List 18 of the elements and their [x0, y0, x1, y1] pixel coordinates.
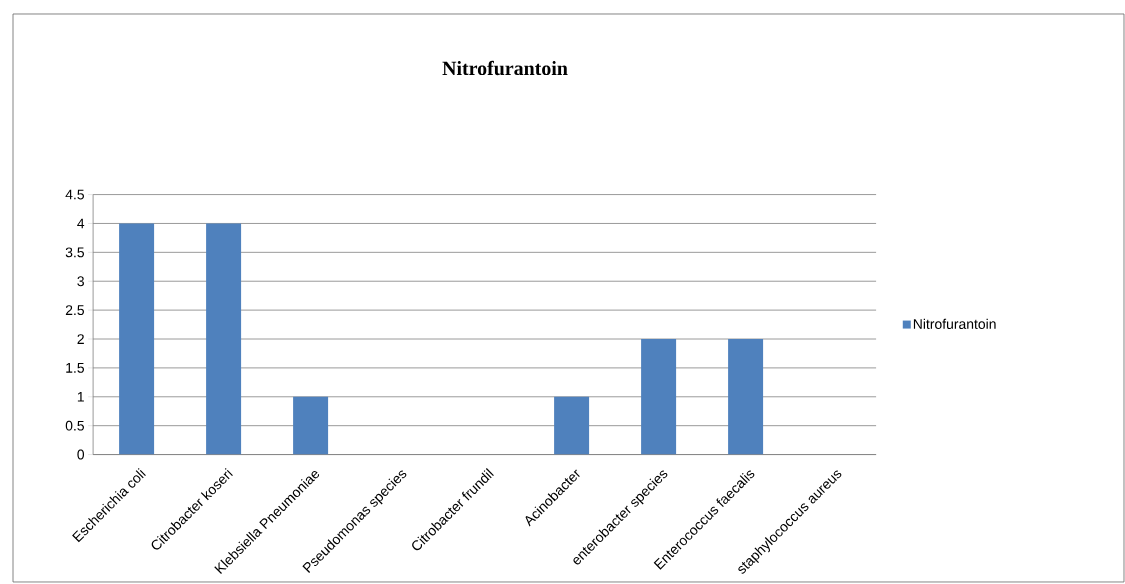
bar: [293, 396, 329, 455]
y-tick-label: 2.5: [65, 305, 84, 316]
y-tick-label: 4.5: [65, 189, 84, 200]
bar: [641, 339, 677, 455]
y-tick-label: 3: [77, 276, 84, 287]
y-tick-label: 1: [77, 391, 84, 402]
bar: [206, 223, 242, 455]
bar: [119, 223, 155, 455]
bar: [728, 339, 764, 455]
y-tick-label: 3.5: [65, 247, 84, 258]
y-tick-label: 0: [77, 449, 85, 460]
y-tick-label: 0.5: [65, 420, 84, 431]
y-tick-label: 4: [77, 218, 85, 229]
bar: [554, 396, 590, 455]
chart-title: Nitrofurantoin: [442, 60, 568, 76]
y-tick-label: 1.5: [66, 363, 84, 373]
legend-label: Nitrofurantoin: [913, 318, 996, 330]
y-tick-label: 2: [77, 334, 84, 344]
